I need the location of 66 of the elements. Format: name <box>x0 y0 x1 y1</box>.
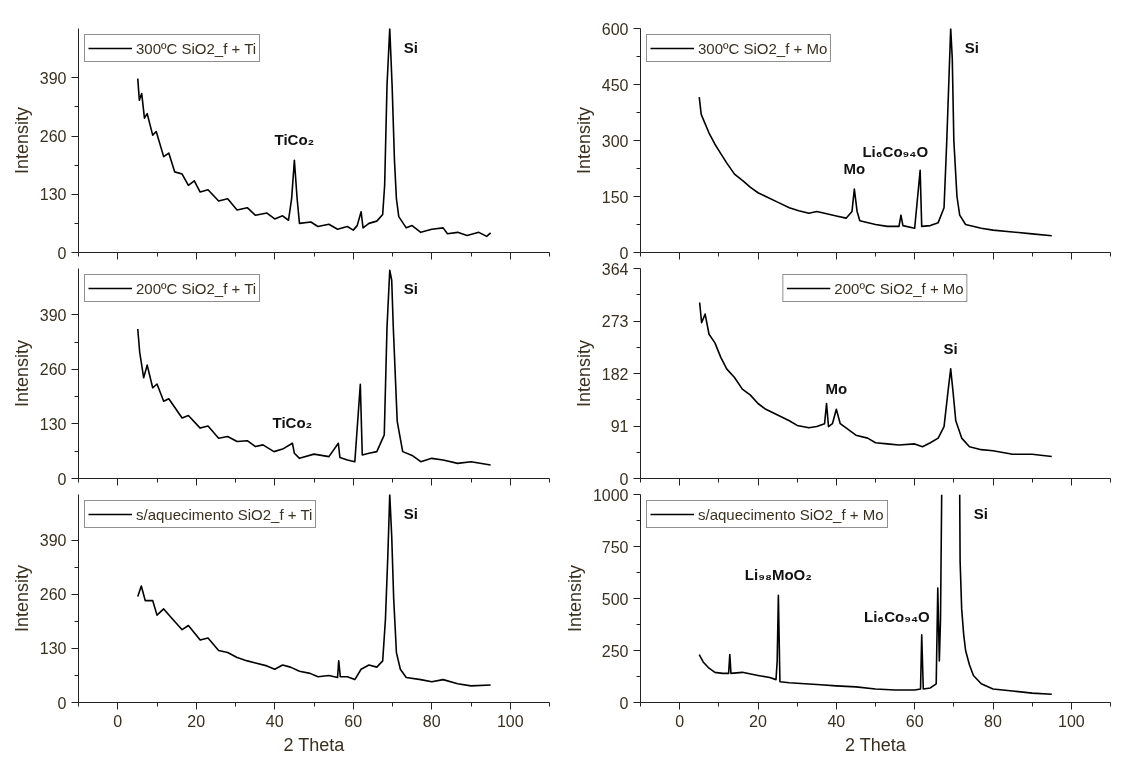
y-tick-label: 260 <box>39 586 67 604</box>
annotation: TiCo₂ <box>274 131 315 149</box>
x-tick-label: 0 <box>113 712 123 730</box>
annotation: Li₉₈MoO₂ <box>744 566 812 584</box>
legend-label: 300ºC SiO2_f + Mo <box>698 39 828 57</box>
y-tick-label: 91 <box>610 418 629 435</box>
y-tick-label: 1000 <box>592 486 629 504</box>
y-tick-label: 600 <box>601 20 629 38</box>
annotation: Si <box>943 339 958 357</box>
x-tick-label: 40 <box>827 712 846 730</box>
annotation: Mo <box>843 160 866 178</box>
y-tick-label: 500 <box>601 590 629 608</box>
y-tick-label: 273 <box>601 313 629 330</box>
y-tick-label: 0 <box>57 244 67 262</box>
legend-label: 200ºC SiO2_f + Ti <box>136 279 257 297</box>
y-tick-label: 750 <box>601 538 629 556</box>
annotation: Li₆Co₉₄O <box>864 607 931 625</box>
annotation: TiCo₂ <box>272 414 313 432</box>
y-axis-title: Intensity <box>11 106 32 175</box>
legend-label: 200ºC SiO2_f + Mo <box>834 279 964 297</box>
annotation: Si <box>403 280 418 298</box>
y-tick-label: 0 <box>619 694 629 712</box>
y-tick-label: 0 <box>619 244 629 262</box>
legend-label: s/aquecimento SiO2_f + Ti <box>136 505 313 523</box>
y-axis-title: Intensity <box>11 339 32 408</box>
x-tick-label: 0 <box>675 712 685 730</box>
x-tick-label: 20 <box>749 712 767 730</box>
y-tick-label: 390 <box>39 306 67 324</box>
y-tick-label: 0 <box>57 470 67 488</box>
y-tick-label: 300 <box>601 132 629 150</box>
annotation: Li₆Co₉₄O <box>862 143 929 161</box>
y-tick-label: 0 <box>57 694 67 712</box>
y-tick-label: 130 <box>39 186 67 204</box>
y-tick-label: 390 <box>39 532 67 550</box>
y-tick-label: 0 <box>619 470 629 488</box>
y-tick-label: 364 <box>601 260 629 278</box>
y-axis-title: Intensity <box>11 564 32 633</box>
y-tick-label: 260 <box>39 361 67 379</box>
annotation: Si <box>973 504 988 522</box>
annotation: Mo <box>825 380 848 398</box>
y-tick-label: 250 <box>601 642 629 660</box>
x-axis-title: 2 Theta <box>283 734 346 755</box>
x-tick-label: 100 <box>1057 712 1085 730</box>
y-tick-label: 182 <box>601 365 629 383</box>
y-tick-label: 450 <box>601 76 629 94</box>
legend-label: 300ºC SiO2_f + Ti <box>136 39 257 57</box>
y-axis-title: Intensity <box>573 106 594 175</box>
x-tick-label: 40 <box>265 712 284 730</box>
x-tick-label: 20 <box>187 712 206 730</box>
x-tick-label: 80 <box>984 712 1002 730</box>
y-tick-label: 130 <box>39 415 67 433</box>
y-tick-label: 130 <box>39 640 67 658</box>
legend-label: s/aquecimento SiO2_f + Mo <box>698 505 884 523</box>
y-axis-title: Intensity <box>564 564 585 633</box>
annotation: Si <box>403 504 418 522</box>
y-tick-label: 260 <box>39 128 67 146</box>
annotation: Si <box>964 38 979 56</box>
annotation: Si <box>403 38 418 56</box>
x-axis-title: 2 Theta <box>844 734 907 755</box>
y-axis-title: Intensity <box>573 339 594 408</box>
x-tick-label: 80 <box>422 712 441 730</box>
x-tick-label: 60 <box>905 712 924 730</box>
x-tick-label: 100 <box>496 712 524 730</box>
y-tick-label: 150 <box>601 188 629 206</box>
x-tick-label: 60 <box>344 712 363 730</box>
y-tick-label: 390 <box>39 69 67 87</box>
